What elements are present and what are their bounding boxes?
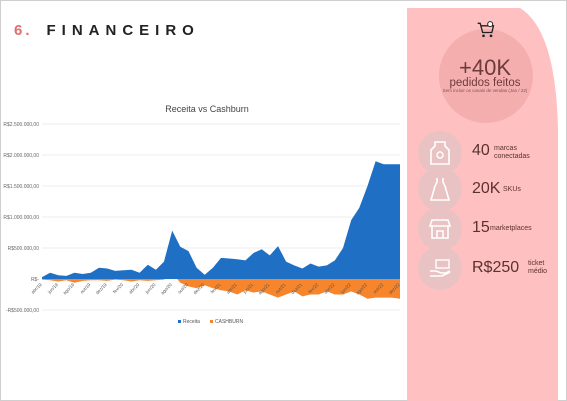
x-tick-label: ago/19 bbox=[62, 282, 76, 296]
legend-label: CASHBURN bbox=[215, 319, 243, 325]
x-tick-label: abr/19 bbox=[30, 282, 43, 295]
marketplaces-label: marketplaces bbox=[490, 225, 532, 232]
shopping-cart-icon bbox=[477, 21, 495, 38]
orders-value: +40K bbox=[459, 55, 511, 80]
money-hand-icon bbox=[418, 246, 462, 290]
skus-label: SKUs bbox=[503, 186, 521, 193]
orders-label: pedidos feitos bbox=[449, 77, 521, 89]
dress-icon bbox=[418, 167, 462, 211]
legend-swatch bbox=[178, 320, 181, 323]
skus-value: 20K bbox=[472, 180, 501, 197]
x-tick-label: dez/19 bbox=[95, 282, 108, 295]
cashburn-area bbox=[42, 272, 400, 299]
ticket-value: R$250 bbox=[472, 259, 520, 276]
ticket-label: ticket médio bbox=[528, 260, 548, 275]
x-tick-label: abr/20 bbox=[128, 282, 141, 295]
y-tick-label: R$2.500.000,00 bbox=[3, 122, 39, 128]
legend-label: Receita bbox=[183, 319, 200, 325]
x-tick-label: fev/20 bbox=[112, 282, 125, 295]
chart-title: Receita vs Cashburn bbox=[165, 104, 249, 114]
y-tick-label: R$500.000,00 bbox=[8, 246, 40, 252]
slide-title: FINANCEIRO bbox=[46, 22, 200, 39]
y-tick-label: R$2.000.000,00 bbox=[3, 153, 39, 159]
brands-value: 40 bbox=[472, 142, 490, 159]
y-tick-label: R$1.500.000,00 bbox=[3, 184, 39, 190]
y-tick-label: -R$500.000,00 bbox=[6, 308, 39, 314]
chart-areas bbox=[42, 161, 400, 299]
x-tick-label: jun/20 bbox=[144, 282, 157, 295]
receita-area bbox=[42, 161, 400, 279]
slide-heading: 6. FINANCEIRO bbox=[14, 22, 200, 39]
brands-label: marcas conectadas bbox=[494, 145, 530, 160]
y-tick-label: R$- bbox=[31, 277, 39, 283]
y-tick-label: R$1.000.000,00 bbox=[3, 215, 39, 221]
storefront-icon bbox=[418, 207, 462, 251]
marketplaces-value: 15 bbox=[472, 219, 490, 236]
orders-note: Sem incluir os canais de vendas (Jan / 2… bbox=[442, 88, 528, 93]
legend-swatch bbox=[210, 320, 213, 323]
x-tick-label: jun/19 bbox=[46, 282, 59, 295]
slide-number: 6. bbox=[14, 22, 33, 39]
chart-legend: Receita CASHBURN bbox=[178, 319, 243, 325]
y-axis-labels: R$2.500.000,00 R$2.000.000,00 R$1.500.000,… bbox=[3, 122, 39, 314]
x-tick-label: ago/20 bbox=[160, 282, 174, 296]
receita-cashburn-chart: Receita vs Cashburn R$2.500.000,00 R$2.00… bbox=[3, 104, 401, 325]
x-tick-label: out/19 bbox=[79, 282, 92, 295]
